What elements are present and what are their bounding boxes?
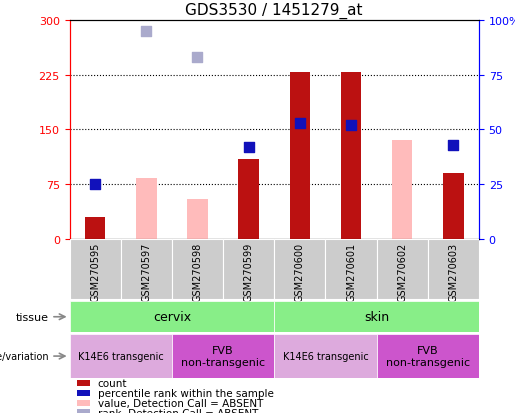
- Text: value, Detection Call = ABSENT: value, Detection Call = ABSENT: [98, 398, 263, 408]
- Bar: [376, 335, 479, 378]
- Bar: [70, 301, 274, 332]
- Point: [142, 28, 150, 35]
- Bar: [85, 218, 106, 240]
- Bar: [136, 179, 157, 240]
- Text: percentile rank within the sample: percentile rank within the sample: [98, 388, 274, 398]
- Text: rank, Detection Call = ABSENT: rank, Detection Call = ABSENT: [98, 408, 258, 413]
- Bar: [121, 240, 172, 299]
- Text: genotype/variation: genotype/variation: [0, 351, 49, 361]
- Text: GSM270595: GSM270595: [90, 242, 100, 302]
- Bar: [443, 174, 464, 240]
- Text: GSM270599: GSM270599: [244, 242, 254, 301]
- Bar: [274, 240, 325, 299]
- Point: [347, 122, 355, 129]
- Point: [245, 144, 253, 151]
- Bar: [77, 380, 90, 386]
- Point: [193, 55, 201, 61]
- Text: cervix: cervix: [153, 311, 191, 323]
- Bar: [70, 240, 121, 299]
- Title: GDS3530 / 1451279_at: GDS3530 / 1451279_at: [185, 3, 363, 19]
- Bar: [77, 400, 90, 406]
- Bar: [223, 240, 274, 299]
- Text: FVB
non-transgenic: FVB non-transgenic: [386, 345, 470, 367]
- Bar: [325, 240, 376, 299]
- Text: K14E6 transgenic: K14E6 transgenic: [283, 351, 368, 361]
- Bar: [392, 141, 413, 240]
- Text: skin: skin: [364, 311, 389, 323]
- Text: GSM270601: GSM270601: [346, 242, 356, 301]
- Bar: [172, 335, 274, 378]
- Point: [449, 142, 457, 149]
- Point: [91, 182, 99, 188]
- Point: [296, 120, 304, 127]
- Text: FVB
non-transgenic: FVB non-transgenic: [181, 345, 265, 367]
- Bar: [77, 410, 90, 413]
- Bar: [289, 73, 310, 240]
- Bar: [172, 240, 223, 299]
- Bar: [428, 240, 479, 299]
- Text: count: count: [98, 378, 127, 388]
- Text: tissue: tissue: [16, 312, 49, 322]
- Text: GSM270600: GSM270600: [295, 242, 305, 301]
- Text: K14E6 transgenic: K14E6 transgenic: [78, 351, 164, 361]
- Text: GSM270602: GSM270602: [397, 242, 407, 301]
- Bar: [238, 159, 259, 240]
- Text: GSM270598: GSM270598: [193, 242, 202, 301]
- Bar: [274, 335, 376, 378]
- Text: GSM270603: GSM270603: [449, 242, 458, 301]
- Bar: [341, 73, 361, 240]
- Bar: [70, 335, 172, 378]
- Bar: [274, 301, 479, 332]
- Bar: [77, 390, 90, 396]
- Bar: [376, 240, 428, 299]
- Bar: [187, 199, 208, 240]
- Text: GSM270597: GSM270597: [141, 242, 151, 302]
